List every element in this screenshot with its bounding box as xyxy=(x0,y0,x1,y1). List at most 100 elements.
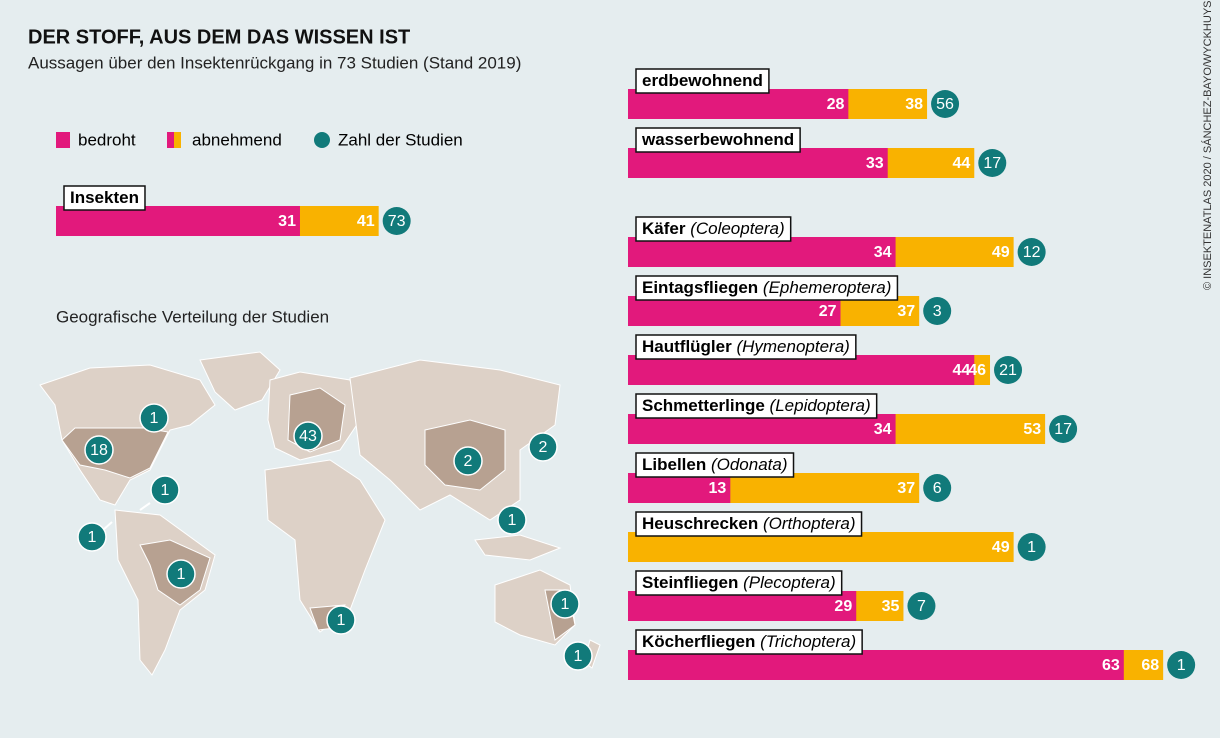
map-marker xyxy=(77,522,107,552)
category-box xyxy=(635,511,863,537)
category-label: Eintagsfliegen (Ephemeroptera) xyxy=(642,278,891,297)
title: DER STOFF, AUS DEM DAS WISSEN IST xyxy=(28,26,410,48)
map-marker xyxy=(528,432,558,462)
study-count-marker xyxy=(1049,415,1078,443)
category-name: wasserbewohnend xyxy=(641,130,794,149)
usa xyxy=(61,427,169,479)
category-label: Köcherfliegen (Trichoptera) xyxy=(642,632,856,651)
map-count: 1 xyxy=(161,482,170,499)
study-count-marker xyxy=(1017,533,1046,561)
study-count: 6 xyxy=(933,480,942,497)
map-count: 1 xyxy=(508,512,517,529)
category-latin: (Orthoptera) xyxy=(763,514,856,533)
value-label: 44 xyxy=(952,155,970,172)
study-count: 1 xyxy=(1027,539,1036,556)
map-marker xyxy=(497,505,527,535)
value-label: 41 xyxy=(357,213,375,230)
map-count: 18 xyxy=(90,442,108,459)
greenland xyxy=(199,351,281,411)
study-count-marker xyxy=(923,297,952,325)
bar xyxy=(628,148,888,178)
study-count: 3 xyxy=(933,303,942,320)
bar xyxy=(628,89,849,119)
value-label: 44 xyxy=(952,362,970,379)
value-label: 34 xyxy=(874,421,892,438)
map-count: 1 xyxy=(88,529,97,546)
indonesia xyxy=(474,534,562,561)
study-count: 56 xyxy=(936,96,954,113)
value-label: 27 xyxy=(819,303,837,320)
category-box xyxy=(635,570,843,596)
category-label: Insekten xyxy=(70,188,139,207)
value-label: 29 xyxy=(834,598,852,615)
legend-swatch xyxy=(314,132,330,148)
category-box xyxy=(63,185,146,211)
category-latin: (Ephemeroptera) xyxy=(763,278,892,297)
bar xyxy=(628,473,731,503)
map-count: 1 xyxy=(337,612,346,629)
legend-label: Zahl der Studien xyxy=(338,130,463,149)
value-label: 35 xyxy=(882,598,900,615)
study-count: 7 xyxy=(917,598,926,615)
category-box xyxy=(635,127,801,153)
map-marker xyxy=(84,435,114,465)
bar xyxy=(628,650,1124,680)
value-label: 38 xyxy=(905,96,923,113)
category-label: Hautflügler (Hymenoptera) xyxy=(642,337,850,356)
map-marker xyxy=(139,403,169,433)
category-box xyxy=(635,452,795,478)
category-latin: (Coleoptera) xyxy=(690,219,785,238)
study-count: 1 xyxy=(1177,657,1186,674)
map-count: 1 xyxy=(150,410,159,427)
category-latin: (Lepidoptera) xyxy=(770,396,871,415)
leader-line xyxy=(139,502,151,511)
study-count-marker xyxy=(923,474,952,502)
category-name: Libellen xyxy=(642,455,711,474)
leader-line xyxy=(102,521,113,531)
value-label: 31 xyxy=(278,213,296,230)
subtitle: Aussagen über den Insektenrückgang in 73… xyxy=(28,53,521,72)
map-marker xyxy=(453,446,483,476)
value-label: 37 xyxy=(897,480,915,497)
map-marker xyxy=(326,605,356,635)
category-name: erdbewohnend xyxy=(642,71,763,90)
world-map xyxy=(39,351,601,676)
value-label: 28 xyxy=(827,96,845,113)
category-name: Käfer xyxy=(642,219,690,238)
bar xyxy=(628,237,896,267)
category-name: Eintagsfliegen xyxy=(642,278,763,297)
category-box xyxy=(635,275,899,301)
study-count-marker xyxy=(907,592,936,620)
legend-label: bedroht xyxy=(78,130,136,149)
category-label: Schmetterlinge (Lepidoptera) xyxy=(642,396,871,415)
bar xyxy=(628,296,841,326)
map-title: Geografische Verteilung der Studien xyxy=(56,307,329,326)
bar xyxy=(628,414,896,444)
category-label: wasserbewohnend xyxy=(641,130,794,149)
category-name: Schmetterlinge xyxy=(642,396,770,415)
category-latin: (Trichoptera) xyxy=(760,632,856,651)
category-name: Köcherfliegen xyxy=(642,632,760,651)
study-count-marker xyxy=(931,90,960,118)
category-label: Heuschrecken (Orthoptera) xyxy=(642,514,856,533)
category-latin: (Odonata) xyxy=(711,455,788,474)
map-count: 43 xyxy=(299,428,317,445)
bar xyxy=(628,591,857,621)
study-count: 17 xyxy=(983,155,1001,172)
category-name: Hautflügler xyxy=(642,337,736,356)
study-count: 21 xyxy=(999,362,1017,379)
value-label: 46 xyxy=(968,362,986,379)
map-count: 2 xyxy=(464,453,473,470)
category-name: Insekten xyxy=(70,188,139,207)
map-count: 2 xyxy=(539,439,548,456)
value-label: 34 xyxy=(874,244,892,261)
study-count-marker xyxy=(1167,651,1196,679)
legend: bedroht abnehmend Zahl der Studien xyxy=(56,130,463,149)
category-latin: (Plecoptera) xyxy=(743,573,836,592)
category-name: Steinfliegen xyxy=(642,573,743,592)
study-count-marker xyxy=(1017,238,1046,266)
legend-swatch xyxy=(56,132,70,148)
value-label: 33 xyxy=(866,155,884,172)
category-name: Heuschrecken xyxy=(642,514,763,533)
